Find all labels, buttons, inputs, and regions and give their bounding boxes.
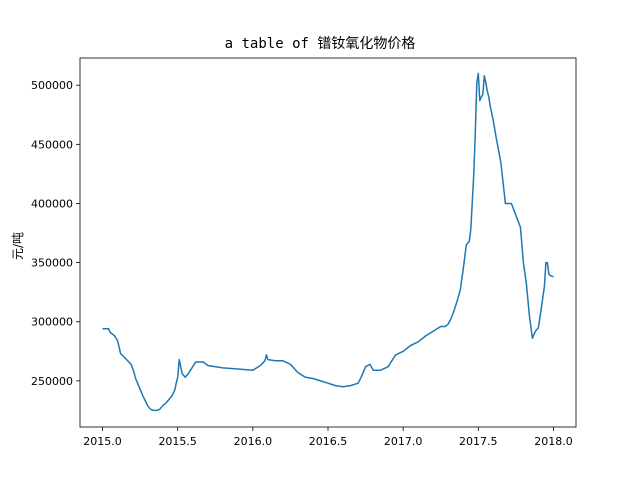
x-tick-label: 2018.0: [534, 435, 573, 448]
y-axis-label: 元/吨: [11, 232, 25, 260]
x-tick-label: 2015.5: [158, 435, 197, 448]
y-tick-label: 300000: [31, 316, 73, 329]
axes: 2015.0 2015.5 2016.0 2016.5 2017.0 2017.5 2018…: [31, 57, 577, 448]
x-tick-label: 2017.0: [384, 435, 423, 448]
y-tick-label: 400000: [31, 197, 73, 210]
x-tick-label: 2016.5: [309, 435, 348, 448]
series-line-0: [102, 72, 554, 412]
x-tick-label: 2017.5: [459, 435, 498, 448]
x-tick-label: 2016.0: [234, 435, 273, 448]
plot-area: [102, 72, 554, 412]
x-tick-label: 2015.0: [83, 435, 122, 448]
chart-title: a table of 镨钕氧化物价格: [225, 36, 416, 52]
y-tick-label: 450000: [31, 138, 73, 151]
y-tick-label: 350000: [31, 257, 73, 270]
y-tick-label: 500000: [31, 79, 73, 92]
y-tick-label: 250000: [31, 375, 73, 388]
